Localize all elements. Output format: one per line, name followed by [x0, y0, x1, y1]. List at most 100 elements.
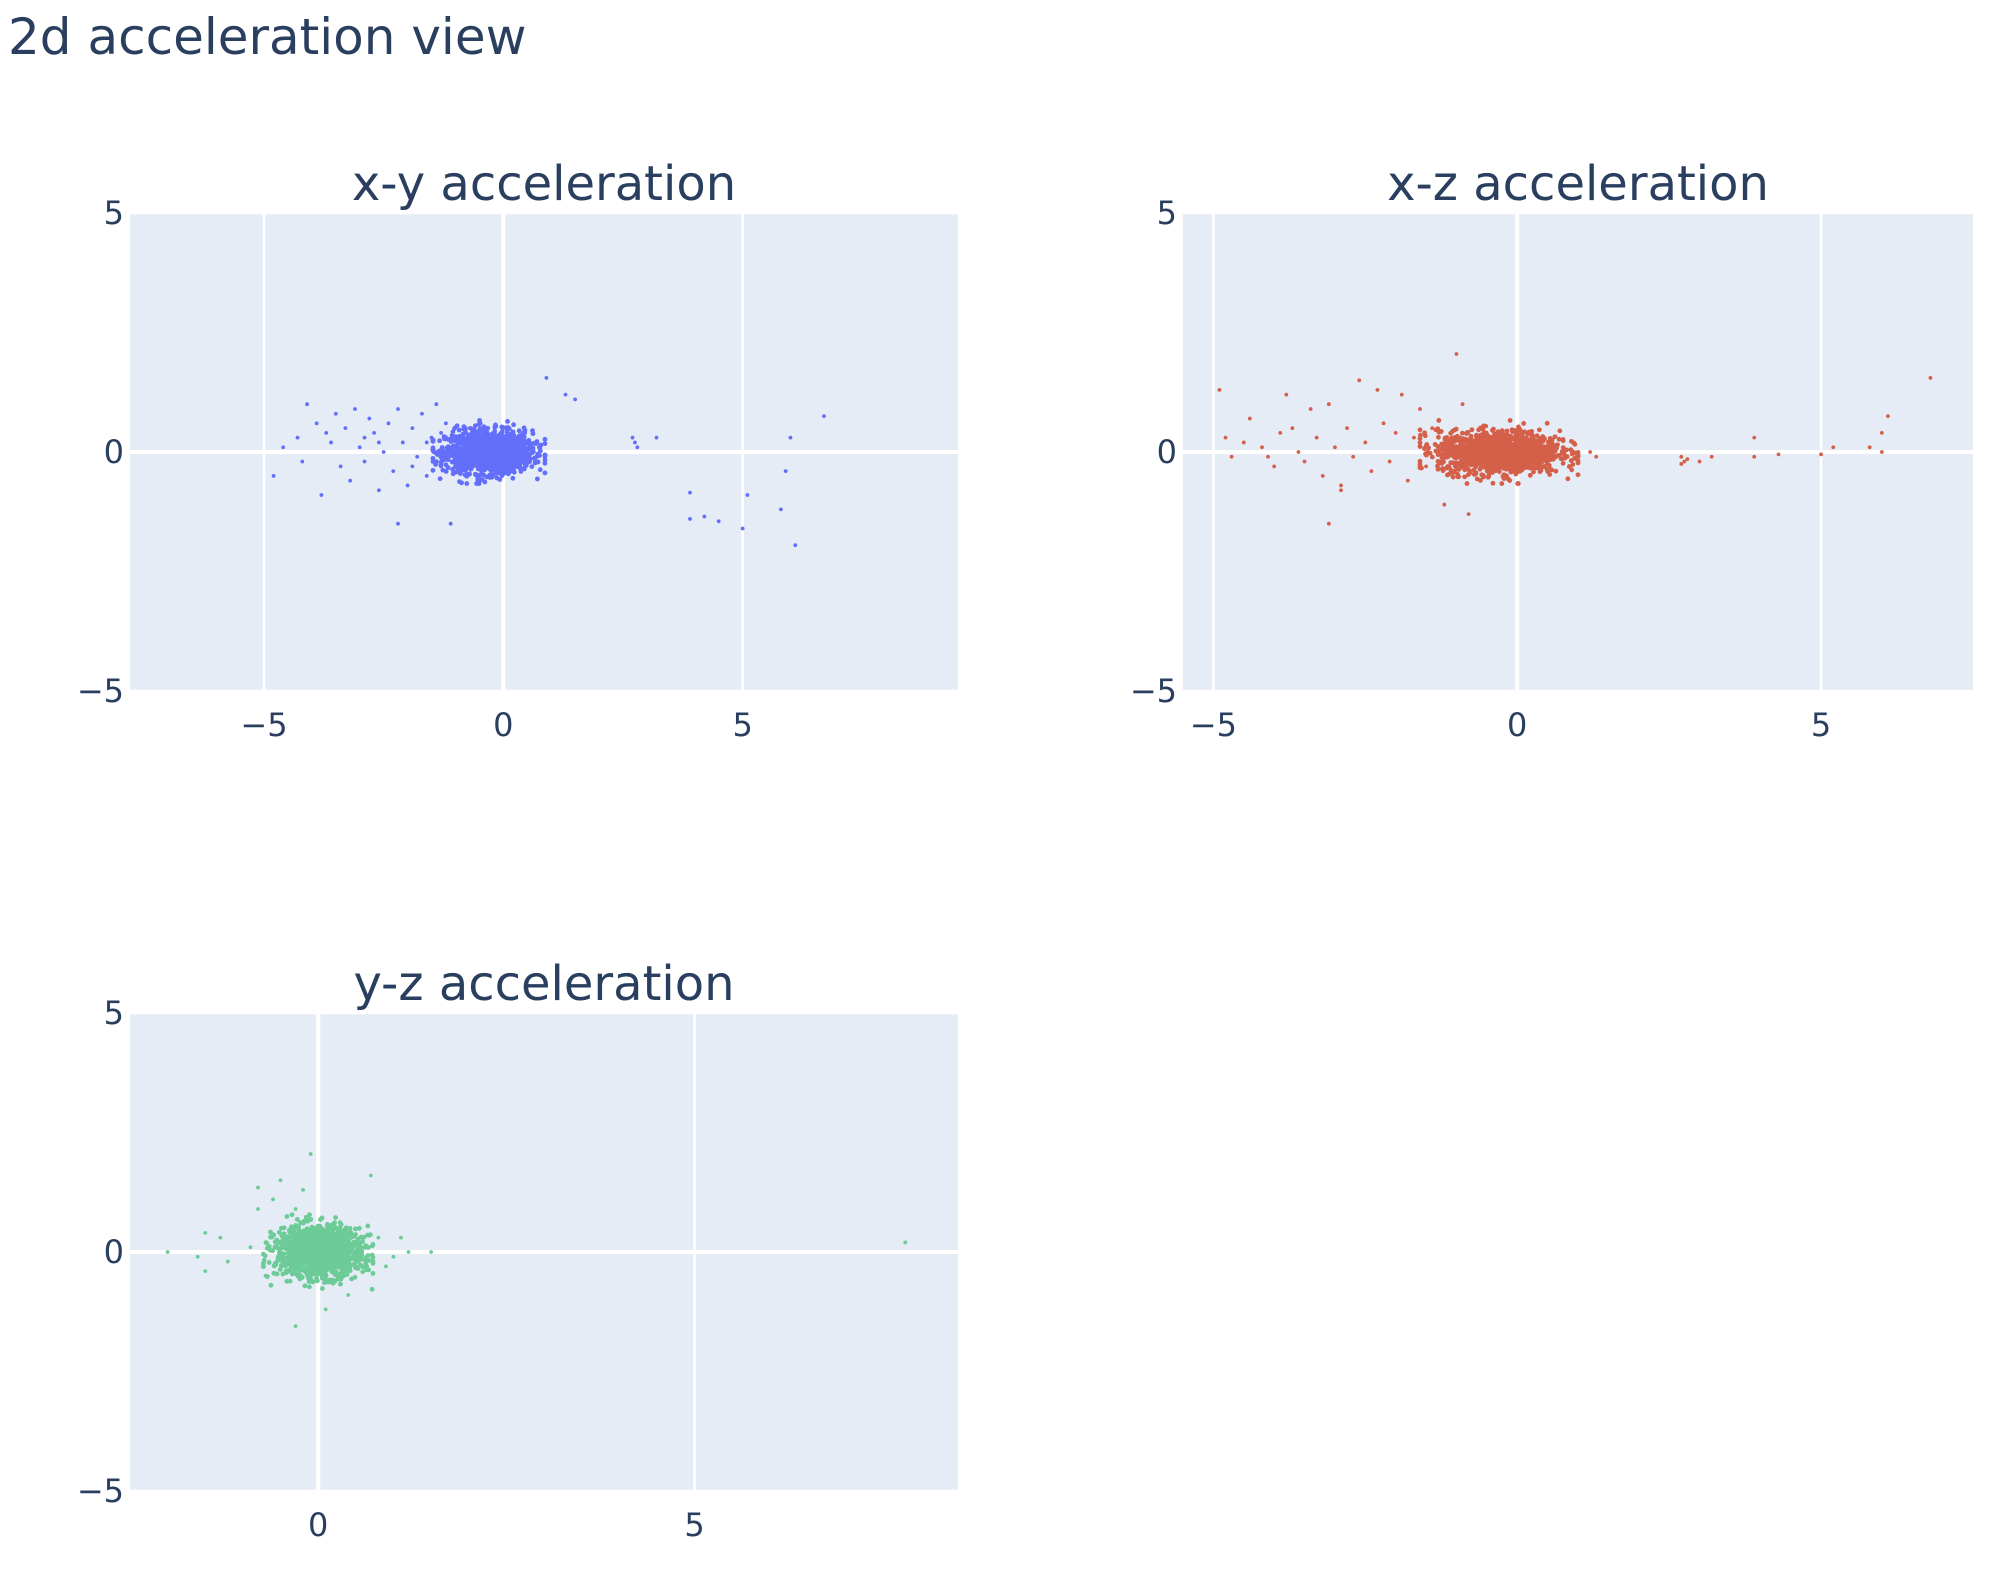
data-point [420, 411, 424, 416]
data-point [271, 1263, 277, 1269]
data-point [279, 1263, 284, 1269]
data-point [338, 1238, 344, 1244]
data-point [1498, 454, 1504, 460]
data-point [500, 425, 506, 430]
data-point [520, 453, 526, 459]
data-point [635, 445, 640, 450]
data-point [302, 1259, 308, 1265]
data-point [452, 445, 458, 450]
data-point [363, 1267, 369, 1272]
data-point [453, 469, 459, 475]
data-point [788, 435, 793, 440]
data-point [1526, 463, 1532, 469]
data-point [1457, 438, 1462, 444]
data-point [263, 1240, 269, 1246]
data-point [1459, 430, 1465, 436]
data-point [1565, 476, 1571, 482]
data-point [745, 493, 750, 497]
data-point [218, 1235, 223, 1240]
data-point [256, 1185, 260, 1190]
data-point [365, 1253, 371, 1258]
data-point [1682, 459, 1687, 464]
data-point [1504, 463, 1510, 469]
data-point [314, 421, 319, 426]
subplot-x-y: −5 0 5 −5 0 5 x-y acceleration [77, 156, 958, 744]
data-point [630, 435, 635, 440]
data-point [1513, 464, 1519, 470]
data-point [516, 443, 521, 449]
data-point [1440, 454, 1446, 460]
y-tick-label-x-z: 5 [1157, 194, 1177, 232]
data-point [1272, 464, 1277, 469]
data-point [1488, 464, 1494, 469]
data-point [256, 1207, 260, 1211]
data-point [1514, 442, 1520, 448]
data-point [1440, 442, 1446, 448]
data-point [1819, 452, 1823, 457]
data-point [352, 1239, 358, 1245]
data-point [451, 450, 456, 455]
data-point [319, 1251, 325, 1257]
data-point [488, 433, 493, 439]
data-point [1509, 445, 1515, 451]
data-point [454, 423, 460, 429]
data-point [688, 490, 692, 495]
data-point [1566, 464, 1572, 469]
data-point [323, 1252, 329, 1258]
data-point [903, 1240, 908, 1245]
data-point [430, 455, 436, 461]
data-point [1450, 474, 1456, 480]
data-point [1435, 426, 1441, 432]
data-point [481, 424, 487, 430]
data-point [476, 422, 482, 427]
data-point [431, 449, 436, 454]
data-point [1476, 427, 1482, 433]
data-point [1879, 450, 1884, 454]
data-point [332, 1278, 338, 1284]
data-point [481, 440, 487, 446]
data-point [1560, 445, 1566, 451]
data-point [293, 1207, 298, 1211]
data-point [479, 471, 484, 477]
data-point [295, 435, 300, 440]
data-point [340, 1257, 346, 1263]
data-point [779, 507, 783, 512]
data-point [445, 457, 451, 463]
data-point [434, 402, 439, 407]
data-point [1357, 378, 1362, 383]
data-point [306, 1240, 312, 1246]
data-point [1524, 447, 1530, 453]
data-point [321, 1230, 327, 1236]
data-point [450, 467, 455, 472]
data-point [535, 451, 541, 457]
data-point [1423, 451, 1428, 457]
data-point [283, 1263, 288, 1269]
data-point [372, 430, 376, 435]
data-point [464, 481, 470, 486]
data-point [438, 451, 443, 457]
data-point [314, 1275, 319, 1281]
data-point [469, 448, 475, 454]
data-point [446, 444, 451, 450]
data-point [316, 1262, 321, 1267]
data-point [1345, 426, 1349, 430]
data-point [1241, 440, 1246, 445]
data-point [447, 453, 453, 459]
data-point [518, 466, 523, 472]
data-point [497, 447, 503, 453]
data-point [298, 1249, 303, 1255]
data-point [473, 429, 479, 435]
data-point [1697, 459, 1702, 464]
data-point [1560, 438, 1566, 444]
data-point [456, 435, 462, 441]
data-point [1473, 457, 1478, 463]
data-point [305, 402, 309, 407]
data-point [527, 443, 533, 449]
data-point [1534, 433, 1540, 439]
data-point [1474, 432, 1479, 438]
data-point [349, 1276, 354, 1282]
points-y-z [165, 1152, 908, 1328]
data-point [1418, 432, 1423, 438]
data-point [493, 422, 498, 428]
data-point [324, 1278, 330, 1284]
